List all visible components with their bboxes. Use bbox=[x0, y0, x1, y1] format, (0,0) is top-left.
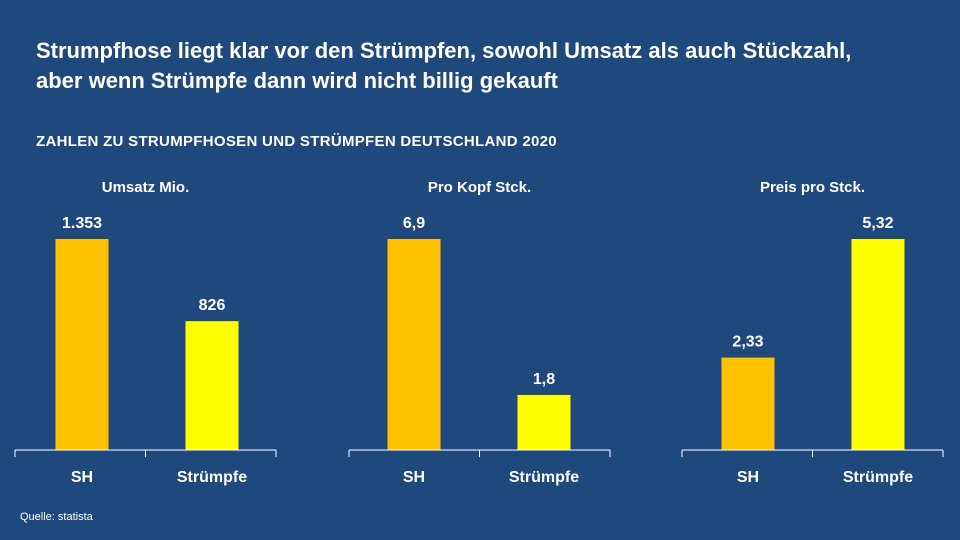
category-label: SH bbox=[403, 469, 425, 486]
subtitle: ZAHLEN ZU STRUMPFHOSEN UND STRÜMPFEN DEU… bbox=[36, 133, 557, 150]
data-label: 1,8 bbox=[533, 371, 555, 388]
data-label: 5,32 bbox=[862, 215, 893, 232]
chart-title: Preis pro Stck. bbox=[760, 179, 865, 196]
bar-struempfe bbox=[851, 239, 905, 450]
category-label: SH bbox=[71, 469, 93, 486]
category-label: Strümpfe bbox=[843, 469, 913, 486]
chart-title: Pro Kopf Stck. bbox=[428, 179, 531, 196]
chart-title: Umsatz Mio. bbox=[102, 179, 190, 196]
category-label: SH bbox=[737, 469, 759, 486]
category-label: Strümpfe bbox=[177, 469, 247, 486]
chart-panel-1: Umsatz Mio. 1.353 SH 826 Strümpfe bbox=[14, 179, 277, 486]
data-label: 6,9 bbox=[403, 215, 425, 232]
bar-struempfe bbox=[185, 321, 239, 450]
data-label: 1.353 bbox=[62, 215, 102, 232]
title-line-2: aber wenn Strümpfe dann wird nicht billi… bbox=[36, 68, 558, 93]
bar-sh bbox=[721, 357, 775, 450]
category-label: Strümpfe bbox=[509, 469, 579, 486]
bar-sh bbox=[387, 239, 441, 450]
data-label: 2,33 bbox=[732, 334, 763, 351]
chart-panel-3: Preis pro Stck. 2,33 SH 5,32 Strümpfe bbox=[681, 179, 944, 486]
title-line-1: Strumpfhose liegt klar vor den Strümpfen… bbox=[36, 38, 852, 63]
chart-panel-2: Pro Kopf Stck. 6,9 SH 1,8 Strümpfe bbox=[348, 179, 611, 486]
bar-sh bbox=[55, 239, 109, 450]
source-note: Quelle: statista bbox=[20, 511, 93, 523]
data-label: 826 bbox=[199, 297, 226, 314]
bar-struempfe bbox=[517, 394, 571, 450]
page-title: Strumpfhose liegt klar vor den Strümpfen… bbox=[36, 36, 936, 96]
